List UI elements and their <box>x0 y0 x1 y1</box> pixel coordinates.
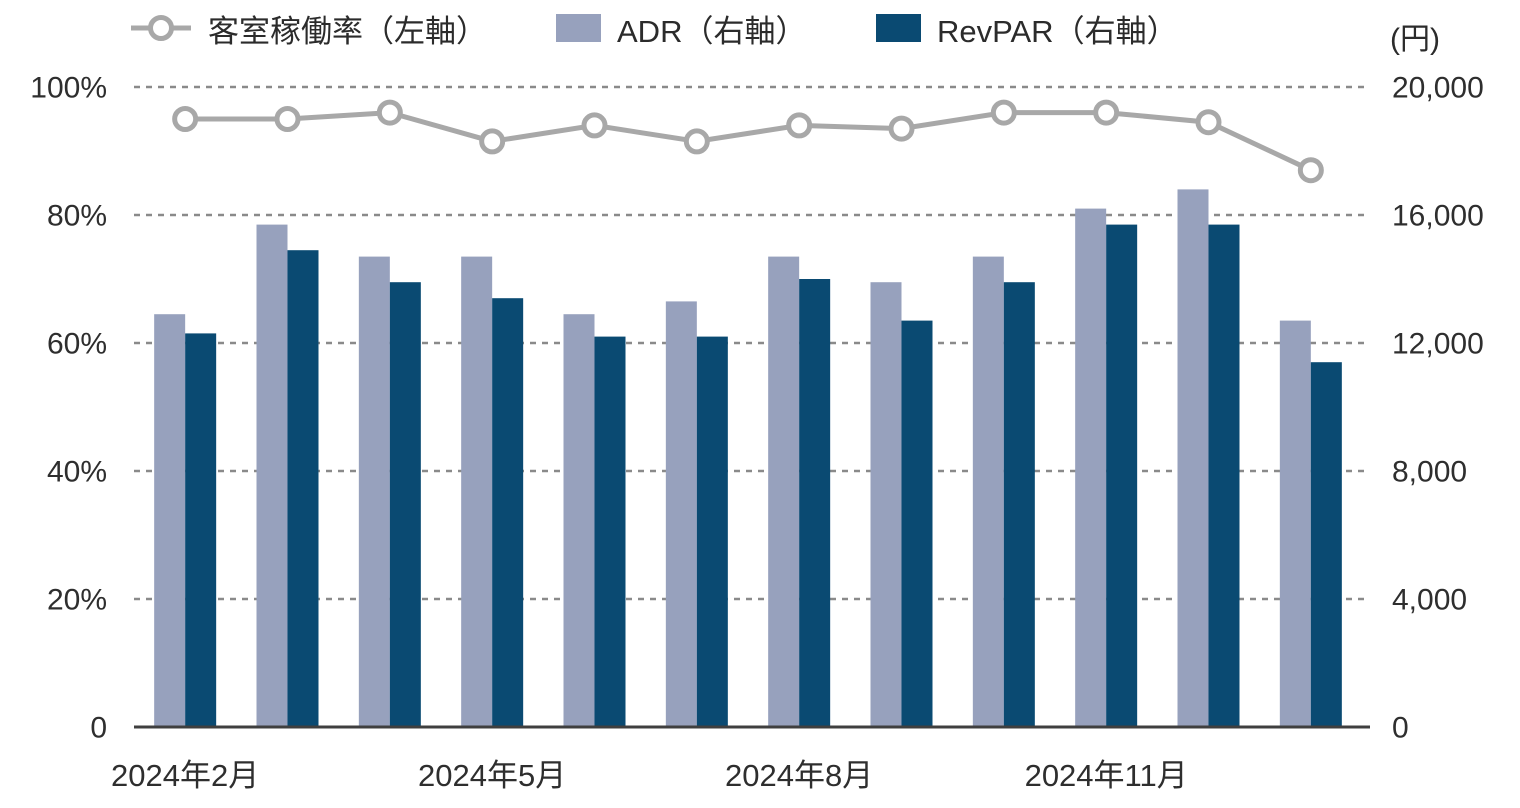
left-axis-tick-label: 100% <box>30 72 107 105</box>
x-axis-tick-label: 2024年2月 <box>111 758 259 793</box>
right-axis-tick-label: 4,000 <box>1392 584 1467 617</box>
legend-item-revpar: RevPAR（右軸） <box>876 6 1178 50</box>
revpar-bar <box>1208 224 1240 727</box>
occupancy-marker <box>786 112 813 139</box>
occupancy-marker <box>274 106 301 132</box>
legend-label-revpar: RevPAR（右軸） <box>937 13 1178 49</box>
revpar-bar <box>696 336 728 727</box>
x-axis-tick-label: 2024年5月 <box>418 758 566 793</box>
left-axis-tick-label: 0 <box>90 712 107 745</box>
adr-bar <box>461 256 493 727</box>
occupancy-marker <box>479 128 506 155</box>
adr-bar <box>1177 189 1209 727</box>
adr-bar <box>870 282 902 727</box>
occupancy-marker <box>376 99 403 126</box>
adr-bar <box>1075 208 1107 728</box>
occupancy-marker <box>683 128 710 155</box>
x-axis-tick-label: 2024年8月 <box>725 758 873 793</box>
adr-bar <box>563 314 595 727</box>
revpar-bar <box>799 279 831 727</box>
right-axis-tick-label: 16,000 <box>1392 200 1484 233</box>
occupancy-marker <box>888 115 915 142</box>
revpar-bar <box>594 336 626 727</box>
revpar-swatch-icon <box>876 14 921 42</box>
revpar-bar <box>492 298 524 727</box>
occupancy-marker <box>1093 99 1120 126</box>
revpar-bar <box>389 282 421 727</box>
occupancy-marker <box>1195 109 1222 136</box>
line-circle-marker-icon <box>131 15 191 41</box>
occupancy-marker <box>990 99 1017 126</box>
left-axis-tick-label: 80% <box>47 200 107 233</box>
revpar-bar <box>185 333 217 727</box>
occupancy-marker <box>581 112 608 139</box>
adr-bar <box>972 256 1004 727</box>
right-axis-tick-label: 8,000 <box>1392 456 1467 489</box>
right-axis-tick-label: 20,000 <box>1392 72 1484 105</box>
revpar-bar <box>901 320 933 727</box>
occupancy-marker <box>1297 157 1324 184</box>
occupancy-marker <box>172 106 199 132</box>
revpar-bar <box>1003 282 1035 727</box>
revpar-bar <box>1310 362 1342 727</box>
adr-bar <box>665 301 697 727</box>
left-axis-tick-label: 60% <box>47 328 107 361</box>
adr-swatch-icon <box>556 14 601 42</box>
right-axis-tick-label: 0 <box>1392 712 1409 745</box>
revpar-bar <box>287 250 319 727</box>
right-axis-tick-label: 12,000 <box>1392 328 1484 361</box>
legend-label-adr: ADR（右軸） <box>617 13 807 49</box>
x-axis-tick-label: 2024年11月 <box>1025 758 1188 793</box>
adr-bar <box>768 256 800 727</box>
legend-item-adr: ADR（右軸） <box>556 6 806 50</box>
left-axis-tick-label: 20% <box>47 584 107 617</box>
revpar-bar <box>1106 224 1138 727</box>
adr-bar <box>358 256 390 727</box>
legend-label-occupancy: 客室稼働率（左軸） <box>208 13 487 49</box>
occupancy-line <box>185 110 1312 173</box>
adr-bar <box>154 314 186 727</box>
right-axis-unit-label: (円) <box>1390 23 1440 56</box>
adr-bar <box>1279 320 1311 727</box>
left-axis-tick-label: 40% <box>47 456 107 489</box>
adr-bar <box>256 224 288 727</box>
legend-item-occupancy: 客室稼働率（左軸） <box>130 6 487 50</box>
